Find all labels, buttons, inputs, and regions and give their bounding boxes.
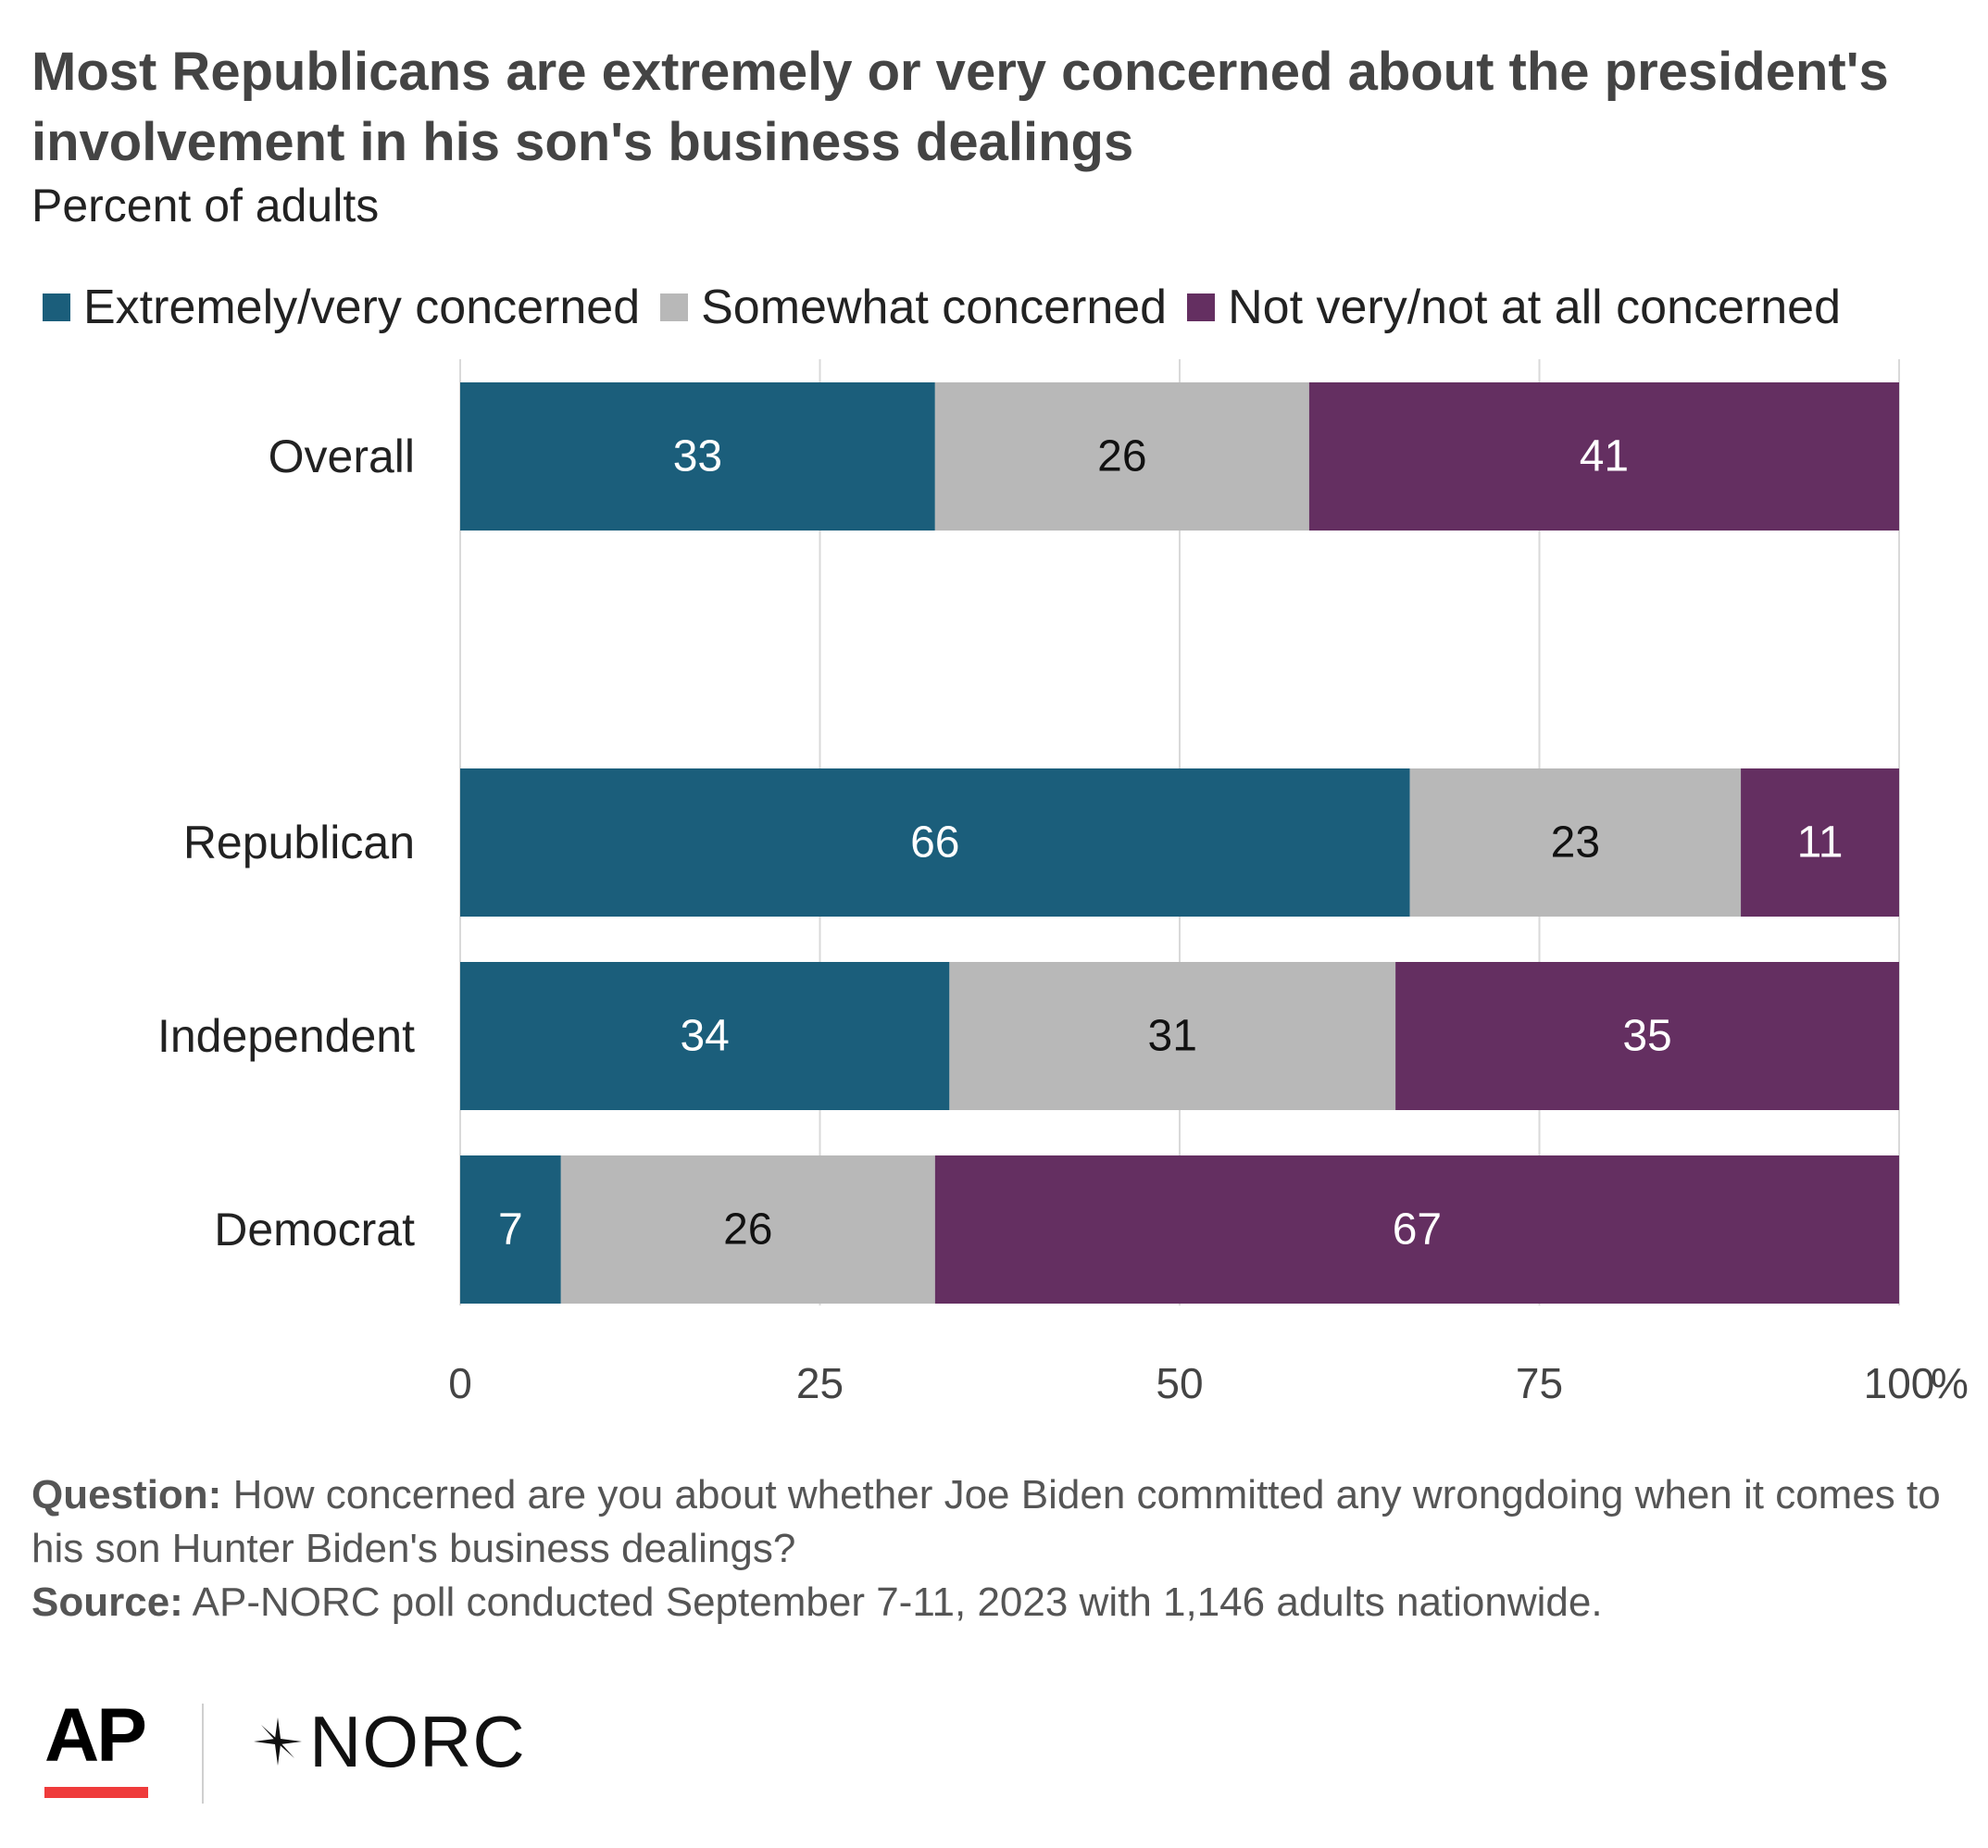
legend-swatch-extremely-very: [43, 293, 70, 321]
bar-independent-series-1: [949, 962, 1396, 1110]
source-label: Source:: [31, 1580, 183, 1625]
category-label-independent: Independent: [157, 1010, 415, 1062]
bar-overall-series-2: [1308, 382, 1899, 531]
x-axis-unit: %: [1931, 1359, 1969, 1407]
bar-democrat-series-1: [560, 1155, 935, 1304]
legend-label-somewhat: Somewhat concerned: [701, 281, 1168, 334]
norc-logo-text: NORC: [309, 1701, 526, 1782]
data-label-democrat-series-2: 67: [1393, 1205, 1442, 1255]
chart-footer: Question: How concerned are you about wh…: [31, 1468, 1957, 1629]
stacked-bar-chart: Overall 33 26 41 Republican 66 23 11 Independent…: [157, 359, 1969, 1407]
x-tick-label-25: 25: [796, 1359, 844, 1407]
norc-logo: NORC: [250, 1700, 526, 1783]
bar-independent-series-0: [460, 962, 950, 1110]
category-label-overall: Overall: [269, 431, 415, 482]
bar-republican-series-1: [1409, 768, 1742, 917]
x-tick-label-0: 0: [448, 1359, 472, 1407]
legend-label-not-very: Not very/not at all concerned: [1228, 281, 1842, 334]
legend-item-not-very: Not very/not at all concerned: [1187, 280, 1841, 335]
legend: Extremely/very concerned Somewhat concer…: [43, 278, 1861, 337]
x-tick-label-75: 75: [1516, 1359, 1563, 1407]
bar-overall-series-1: [934, 382, 1309, 531]
data-label-overall-series-2: 41: [1580, 432, 1629, 481]
legend-swatch-somewhat: [660, 293, 689, 321]
x-tick-label-100: 100: [1864, 1359, 1935, 1407]
data-label-overall-series-1: 26: [1097, 432, 1146, 481]
logos: AP NORC: [44, 1694, 600, 1815]
data-label-republican-series-2: 11: [1797, 818, 1844, 868]
bar-democrat-series-2: [934, 1155, 1899, 1304]
question-note: Question: How concerned are you about wh…: [31, 1468, 1957, 1576]
legend-item-extremely-very: Extremely/very concerned: [43, 280, 640, 335]
question-text: How concerned are you about whether Joe …: [31, 1472, 1941, 1571]
bar-independent-series-2: [1395, 962, 1899, 1110]
category-label-democrat: Democrat: [214, 1204, 415, 1255]
data-label-democrat-series-1: 26: [723, 1205, 772, 1255]
legend-item-somewhat: Somewhat concerned: [660, 280, 1167, 335]
data-label-independent-series-0: 34: [680, 1012, 729, 1061]
data-label-republican-series-1: 23: [1551, 818, 1600, 868]
legend-swatch-not-very: [1187, 293, 1216, 321]
ap-logo-underline: [44, 1787, 148, 1798]
bar-democrat-series-0: [460, 1155, 561, 1304]
data-label-republican-series-0: 66: [910, 818, 959, 868]
data-label-democrat-series-0: 7: [498, 1205, 523, 1255]
x-tick-label-50: 50: [1156, 1359, 1203, 1407]
chart-subtitle: Percent of adults: [31, 180, 380, 231]
logo-divider: [202, 1704, 204, 1804]
category-label-republican: Republican: [183, 817, 415, 868]
source-text: AP-NORC poll conducted September 7-11, 2…: [192, 1580, 1603, 1625]
norc-star-icon: [254, 1717, 302, 1766]
bar-republican-series-0: [460, 768, 1410, 917]
chart-title: Most Republicans are extremely or very c…: [31, 42, 1889, 172]
data-label-overall-series-0: 33: [673, 432, 722, 481]
question-label: Question:: [31, 1472, 222, 1517]
source-note: Source: AP-NORC poll conducted September…: [31, 1576, 1957, 1629]
ap-logo: AP: [44, 1693, 147, 1778]
data-label-independent-series-1: 31: [1148, 1012, 1197, 1061]
bar-republican-series-2: [1741, 768, 1899, 917]
data-label-independent-series-2: 35: [1622, 1012, 1671, 1061]
legend-label-extremely-very: Extremely/very concerned: [83, 281, 641, 334]
bar-overall-series-0: [460, 382, 935, 531]
